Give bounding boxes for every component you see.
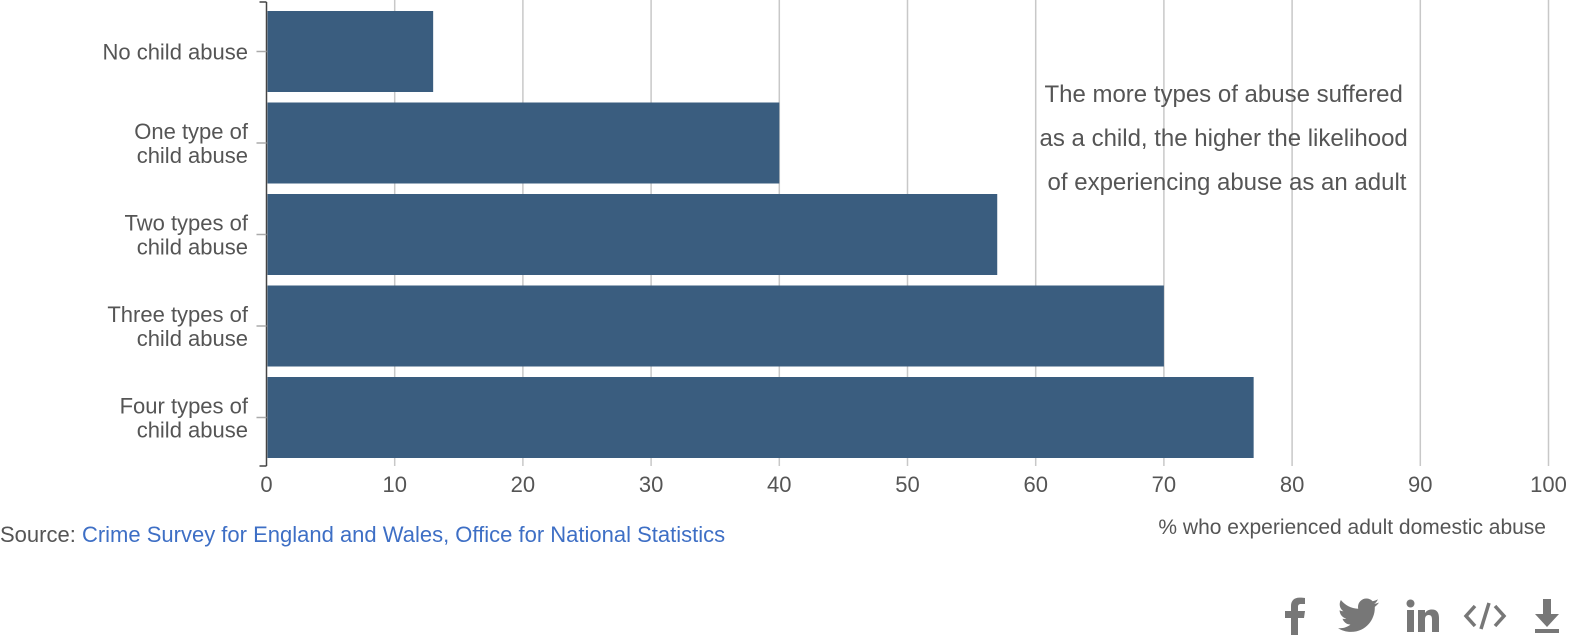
x-tick-label: 30 xyxy=(639,472,663,497)
x-tick-label: 40 xyxy=(767,472,791,497)
category-label-line: child abuse xyxy=(137,143,248,168)
bar xyxy=(267,285,1164,367)
source-prefix: Source: xyxy=(0,522,76,547)
x-tick-label: 90 xyxy=(1408,472,1432,497)
x-tick-label: 70 xyxy=(1152,472,1176,497)
category-label-line: No child abuse xyxy=(102,40,248,65)
category-label: Three types of child abuse xyxy=(107,302,249,351)
category-label: No child abuse xyxy=(102,40,248,65)
linkedin-icon[interactable] xyxy=(1404,596,1442,636)
annotation-line: as a child, the higher the likelihood xyxy=(1040,125,1408,152)
download-icon[interactable] xyxy=(1530,596,1564,636)
source-link[interactable]: Crime Survey for England and Wales, Offi… xyxy=(81,522,726,547)
twitter-icon[interactable] xyxy=(1336,596,1382,636)
x-tick-label: 10 xyxy=(382,472,406,497)
annotation-line: The more types of abuse suffered xyxy=(1044,81,1402,108)
category-label-line: Three types of xyxy=(107,302,249,327)
category-label: One type of child abuse xyxy=(134,119,249,168)
x-tick-label: 20 xyxy=(511,472,535,497)
category-label-line: child abuse xyxy=(137,235,248,260)
embed-code-icon[interactable] xyxy=(1462,596,1508,636)
x-tick-label: 80 xyxy=(1280,472,1304,497)
x-tick-label: 60 xyxy=(1023,472,1047,497)
x-tick-label: 0 xyxy=(260,472,272,497)
bar xyxy=(267,11,434,92)
category-label: Two types of child abuse xyxy=(124,211,248,260)
category-label-line: Two types of xyxy=(124,211,248,236)
axes: 0 10 20 30 40 50 60 70 80 90 100 No child abuse One … xyxy=(102,1,1567,497)
facebook-icon[interactable] xyxy=(1278,596,1312,636)
x-tick-label: 50 xyxy=(895,472,919,497)
category-label-line: Four types of xyxy=(120,394,249,419)
category-label-line: child abuse xyxy=(137,418,248,443)
chart-annotation: The more types of abuse suffered as a ch… xyxy=(1040,81,1415,196)
source-note: Source: Crime Survey for England and Wal… xyxy=(0,522,725,548)
bars xyxy=(267,11,1254,458)
bar xyxy=(267,194,998,275)
bar xyxy=(267,102,780,184)
x-tick-label: 100 xyxy=(1530,472,1567,497)
category-label-line: One type of xyxy=(134,119,249,144)
category-label-line: child abuse xyxy=(137,326,248,351)
bar xyxy=(267,377,1254,458)
category-label: Four types of child abuse xyxy=(120,394,249,443)
x-axis-title: % who experienced adult domestic abuse xyxy=(1158,516,1546,539)
annotation-line: of experiencing abuse as an adult xyxy=(1048,169,1407,196)
